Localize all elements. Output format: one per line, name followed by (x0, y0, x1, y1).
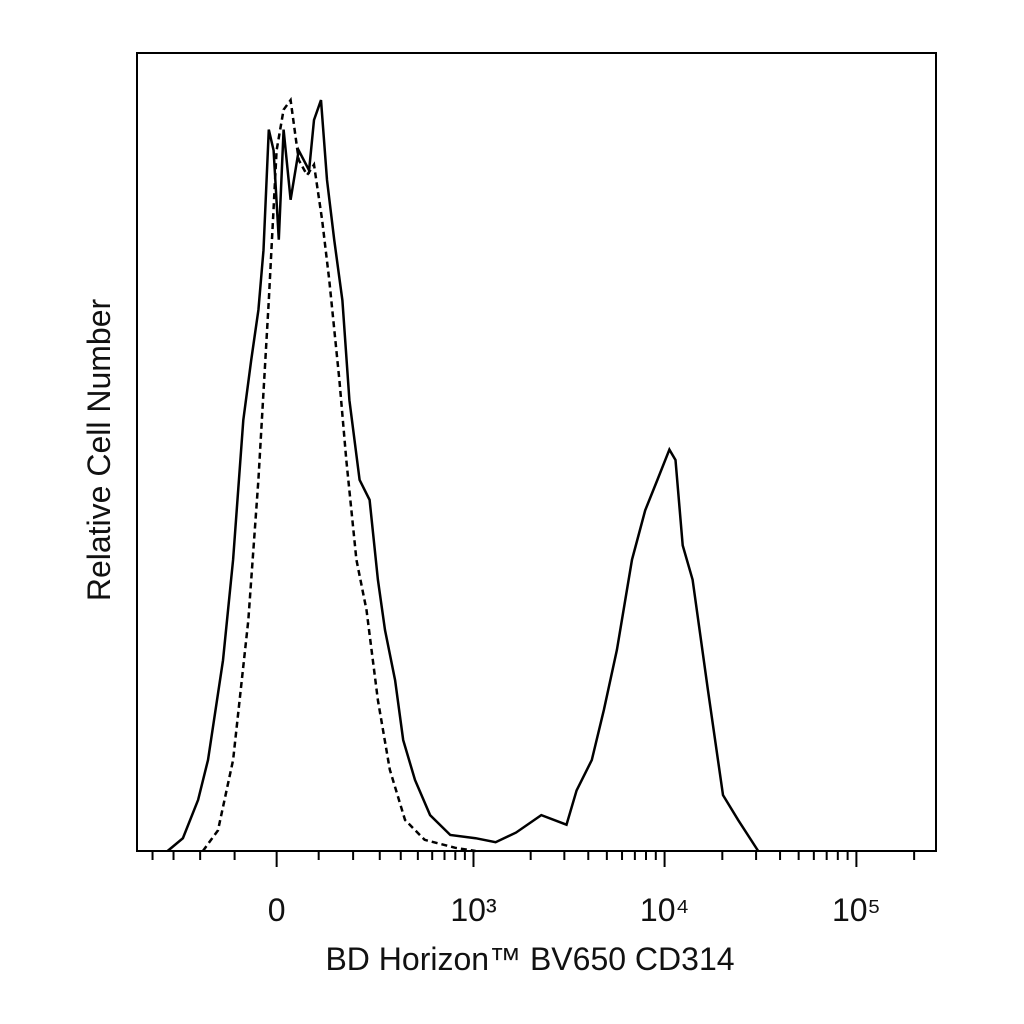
x-axis-label: BD Horizon™ BV650 CD314 (325, 941, 734, 977)
histogram-line (166, 99, 760, 852)
y-axis-label: Relative Cell Number (81, 298, 117, 601)
x-tick-label: 0 (268, 892, 286, 928)
x-tick-label: 10⁵ (832, 892, 881, 928)
x-tick-label: 10³ (450, 892, 497, 928)
plot-frame (136, 52, 937, 852)
x-tick-label: 10⁴ (640, 892, 689, 928)
histogram-line (201, 96, 476, 853)
